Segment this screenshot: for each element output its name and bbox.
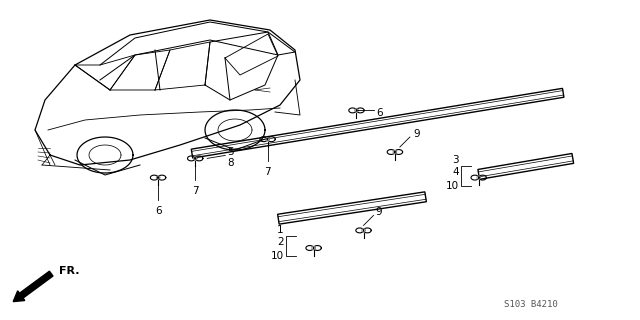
Text: 6: 6	[155, 206, 161, 216]
Text: 8: 8	[227, 158, 234, 168]
Text: 7: 7	[264, 167, 271, 177]
Text: 9: 9	[413, 129, 419, 139]
Text: 3: 3	[452, 155, 459, 164]
Text: FR.: FR.	[60, 266, 80, 276]
Text: 6: 6	[376, 108, 383, 118]
Text: 10: 10	[445, 180, 459, 191]
Text: 10: 10	[271, 251, 284, 261]
FancyArrow shape	[13, 271, 53, 302]
Text: 7: 7	[192, 186, 198, 196]
Text: 4: 4	[452, 167, 459, 177]
Text: S103 B4210: S103 B4210	[504, 300, 558, 309]
Text: 2: 2	[277, 237, 284, 247]
Text: 5: 5	[227, 148, 234, 157]
Text: 1: 1	[277, 225, 284, 235]
Text: 9: 9	[376, 207, 382, 217]
